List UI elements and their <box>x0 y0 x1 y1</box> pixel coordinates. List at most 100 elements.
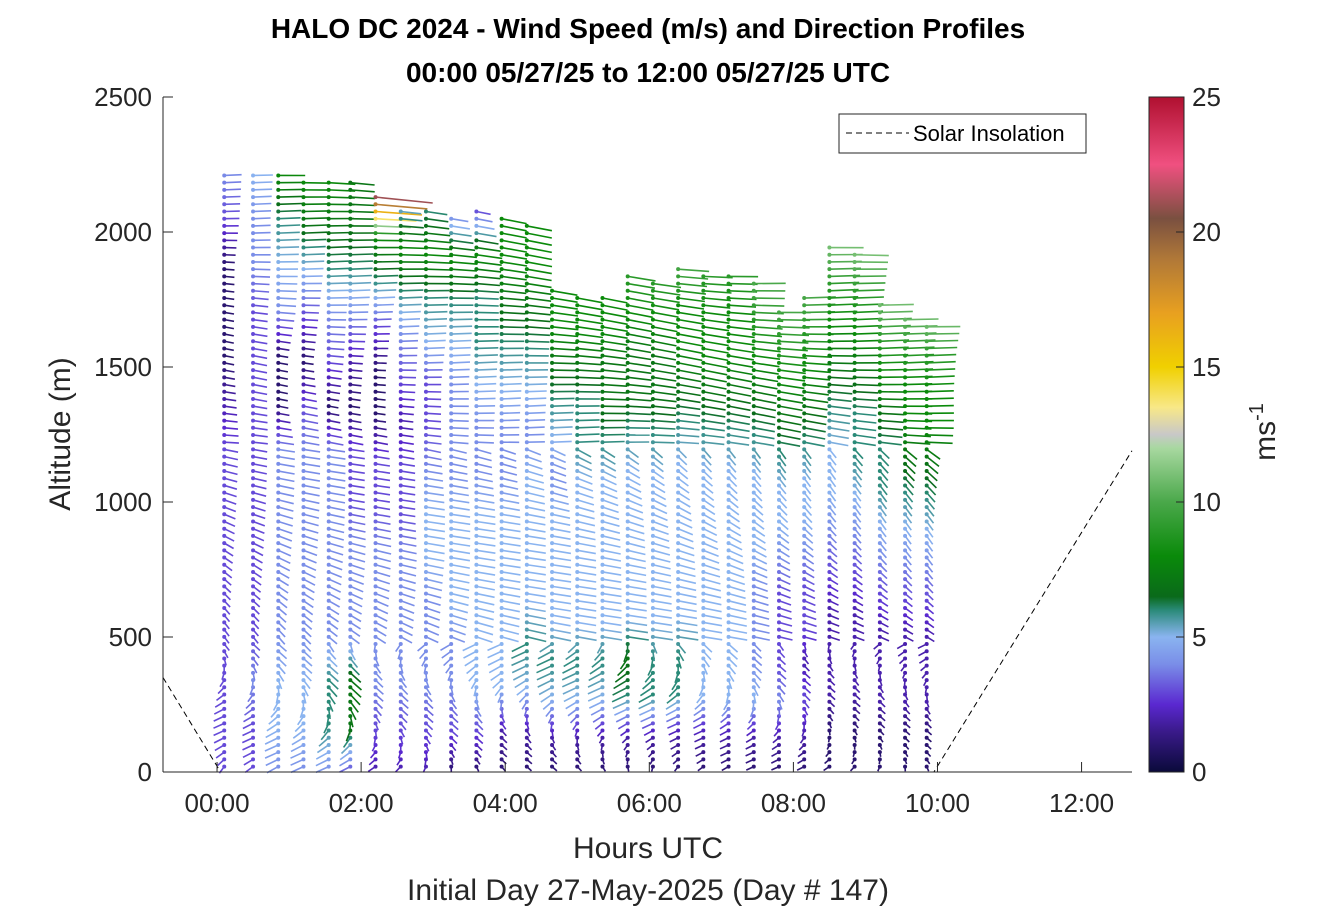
x-ticks: 00:00 02:00 04:00 06:00 08:00 10:00 12:00 <box>184 762 1114 818</box>
wind-barb-dot <box>524 490 529 495</box>
wind-barb-shaft <box>728 412 751 419</box>
wind-barb-dot <box>499 490 504 495</box>
wind-barb-dot <box>398 368 403 373</box>
wind-barb-shaft <box>577 376 602 380</box>
wind-barb-shaft <box>328 549 344 556</box>
wind-barb-dot <box>373 259 378 264</box>
wind-barb-dot <box>398 461 403 466</box>
wind-barb-shaft <box>224 405 237 409</box>
wind-barb-dot <box>423 288 428 293</box>
wind-barb-dot <box>751 332 756 337</box>
wind-barb-dot <box>222 606 227 611</box>
wind-barb-shaft <box>328 376 342 380</box>
wind-barb-shaft <box>753 592 769 599</box>
wind-barb-dot <box>326 288 331 293</box>
wind-barb-dot <box>499 757 504 762</box>
wind-barb-shaft <box>266 722 279 732</box>
wind-barb-dot <box>474 469 479 474</box>
wind-barb-dot <box>550 382 555 387</box>
wind-barb-dot <box>524 627 529 632</box>
wind-barb-dot <box>625 663 630 668</box>
wind-barb-dot <box>373 519 378 524</box>
wind-barb-shaft <box>501 304 526 308</box>
wind-barb-dot <box>676 541 681 546</box>
wind-barb-dot <box>276 353 281 358</box>
wind-barb-dot <box>251 526 256 531</box>
wind-barb-dot <box>276 584 281 589</box>
wind-barb-dot <box>776 432 781 437</box>
wind-barb-shaft <box>278 499 294 505</box>
wind-barb-shaft <box>627 318 653 326</box>
wind-barb-shaft <box>501 246 528 253</box>
wind-barb-dot <box>550 584 555 589</box>
wind-barb-dot <box>924 750 929 755</box>
wind-barb-dot <box>251 569 256 574</box>
wind-barb-dot <box>802 411 807 416</box>
wind-barb-shaft <box>476 549 496 554</box>
wind-barb-dot <box>524 476 529 481</box>
wind-barb-dot <box>625 469 630 474</box>
wind-barb-dot <box>776 613 781 618</box>
wind-barb-dot <box>449 432 454 437</box>
wind-barb-shaft <box>627 549 646 556</box>
wind-barb-shaft <box>753 376 779 383</box>
wind-barb-dot <box>600 627 605 632</box>
wind-barb-shaft <box>400 246 428 250</box>
wind-barb-dot <box>776 469 781 474</box>
wind-barb-dot <box>776 627 781 632</box>
wind-barb-dot <box>398 447 403 452</box>
wind-barb-dot <box>348 216 353 221</box>
wind-barb-dot <box>575 483 580 488</box>
wind-barb-shaft <box>804 405 828 411</box>
wind-barb-dot <box>877 721 882 726</box>
wind-barb-dot <box>449 613 454 618</box>
wind-barb-shaft <box>677 326 704 333</box>
wind-barb-shaft <box>252 369 268 374</box>
wind-barb-shaft <box>278 304 297 308</box>
wind-barb-dot <box>474 404 479 409</box>
wind-barb-shaft <box>252 441 268 445</box>
wind-barb-dot <box>676 706 681 711</box>
wind-barb-dot <box>449 360 454 365</box>
wind-barb-dot <box>924 591 929 596</box>
wind-barb-dot <box>852 678 857 683</box>
wind-barb-dot <box>449 627 454 632</box>
wind-barb-dot <box>575 569 580 574</box>
wind-barb-dot <box>301 742 306 747</box>
wind-barb-dot <box>827 555 832 560</box>
wind-barb-dot <box>251 332 256 337</box>
wind-barb-shaft <box>829 412 851 417</box>
wind-barb-dot <box>474 728 479 733</box>
wind-barb-dot <box>924 389 929 394</box>
wind-barb-dot <box>348 742 353 747</box>
wind-barb-dot <box>251 497 256 502</box>
wind-barb-dot <box>776 332 781 337</box>
wind-barb-dot <box>650 634 655 639</box>
wind-barb-shaft <box>278 506 294 512</box>
wind-barb-shaft <box>252 513 266 520</box>
wind-barb-dot <box>625 476 630 481</box>
wind-barb-dot <box>251 389 256 394</box>
wind-barb-dot <box>776 404 781 409</box>
wind-barb-shaft <box>400 542 417 547</box>
wind-barb-shaft <box>463 650 477 659</box>
wind-barb-dot <box>276 490 281 495</box>
wind-barb-dot <box>625 764 630 769</box>
wind-barb-dot <box>701 497 706 502</box>
wind-barb-shaft <box>425 354 445 357</box>
wind-barb-dot <box>423 317 428 322</box>
wind-barb-dot <box>903 735 908 740</box>
wind-barb-shaft <box>577 354 603 359</box>
wind-barb-dot <box>852 296 857 301</box>
wind-barb-shaft <box>476 600 495 606</box>
wind-barb-dot <box>751 562 756 567</box>
wind-barb-shaft <box>375 203 428 210</box>
wind-barb-dot <box>550 663 555 668</box>
wind-barb-shaft <box>224 426 239 430</box>
wind-barb-shaft <box>224 455 239 461</box>
wind-barb-shaft <box>350 296 370 299</box>
wind-barb-dot <box>877 548 882 553</box>
wind-barb-shaft <box>425 520 446 526</box>
wind-barb-dot <box>575 310 580 315</box>
wind-barb-dot <box>423 209 428 214</box>
